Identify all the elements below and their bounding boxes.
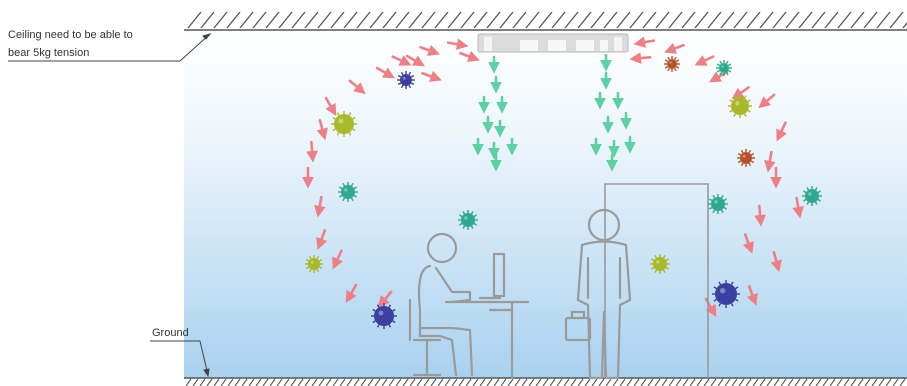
virus-particle-icon [397,71,415,89]
intake-arrow [459,50,480,62]
intake-arrow [446,38,469,50]
virus-particle-icon [338,182,358,202]
ceiling [184,11,907,31]
ceiling-note-line1: Ceiling need to be able to [8,29,133,41]
intake-arrow [770,250,782,273]
intake-arrow [731,86,750,100]
ground-label: Ground [152,327,189,339]
ground-leader-line [150,340,210,378]
intake-flow-arrows [302,36,804,317]
intake-arrow [764,150,776,173]
virus-particle-icon [305,255,323,273]
intake-arrow [694,55,715,66]
intake-arrow [348,79,366,95]
intake-arrow [419,44,440,56]
virus-particle-icon [331,111,357,137]
intake-arrow [375,66,395,79]
intake-arrow [421,70,442,82]
virus-particle-icon [802,186,822,206]
intake-arrow [332,249,343,270]
intake-arrow [391,55,412,66]
virus-particle-icon [371,303,397,329]
virus-particle-icon [716,60,732,76]
intake-arrow [758,93,776,109]
intake-arrow [746,285,758,306]
ceiling-note-line2: bear 5kg tension [8,47,90,59]
intake-arrow [629,52,652,64]
floor [184,377,907,386]
virus-particle-icon [737,149,755,167]
seated-person-icon [408,232,530,380]
intake-arrow [742,233,754,254]
intake-arrow [776,121,787,142]
virus-particle-icon [728,94,752,118]
intake-arrow [324,96,337,116]
ceiling-leader-line [8,33,212,62]
virus-particle-icon [664,56,680,72]
intake-arrow [633,36,656,48]
clean-air-outflow-arrows [472,53,636,172]
intake-arrow [792,196,804,219]
virus-particle-icon [458,210,478,230]
intake-arrow [316,229,328,250]
virus-particle-icon [712,280,740,308]
intake-arrow [754,204,766,227]
door-frame-icon [604,183,709,378]
intake-arrow [405,54,425,67]
airborne-particles [305,56,822,329]
standing-person-icon [564,208,632,380]
intake-arrow [306,140,318,163]
virus-particle-icon [650,254,670,274]
intake-arrow [316,118,328,141]
intake-arrow [377,290,393,308]
room-area [184,30,907,378]
intake-arrow [345,283,358,303]
air-purifier-unit-icon [477,33,629,53]
virus-particle-icon [708,194,728,214]
intake-arrow [314,195,326,218]
intake-arrow [664,42,685,54]
